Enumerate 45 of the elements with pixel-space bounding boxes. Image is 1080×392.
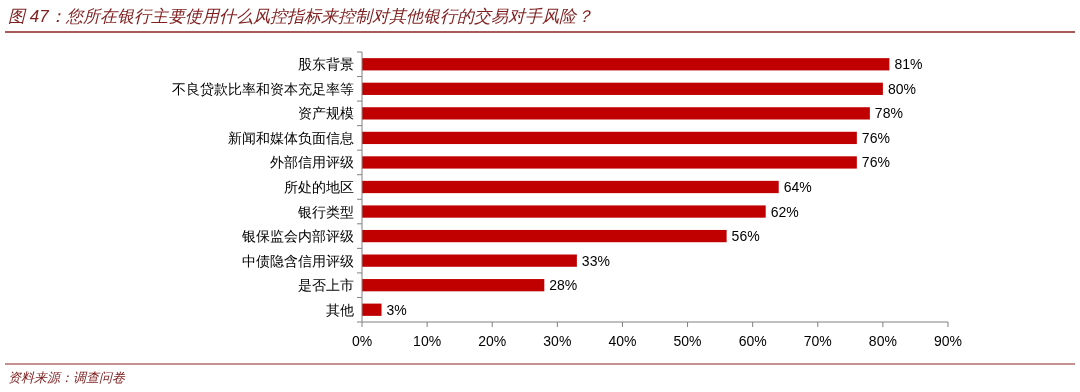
data-label: 64% xyxy=(783,179,812,195)
x-tick-label: 0% xyxy=(351,333,373,349)
y-tick-label: 不良贷款比率和资本充足率等 xyxy=(172,80,354,97)
y-tick-label: 银保监会内部评级 xyxy=(241,228,354,245)
data-label: 76% xyxy=(861,129,890,146)
x-tick-label: 30% xyxy=(543,333,572,349)
x-tick-label: 10% xyxy=(413,333,442,349)
x-tick-label: 80% xyxy=(868,333,897,349)
x-tick-label: 40% xyxy=(608,333,637,349)
y-tick-label: 资产规模 xyxy=(298,105,354,122)
x-tick-label: 60% xyxy=(738,333,767,349)
text: 资料来源：调查问卷 xyxy=(8,370,126,385)
data-label: 62% xyxy=(770,203,799,220)
data-label: 56% xyxy=(731,228,760,245)
data-label: 28% xyxy=(549,277,578,294)
y-tick-label: 银行类型 xyxy=(297,203,354,220)
x-tick-label: 20% xyxy=(478,333,507,349)
bar xyxy=(362,205,766,218)
y-tick-label: 股东背景 xyxy=(298,56,354,73)
y-tick-label: 外部信用评级 xyxy=(270,154,354,171)
x-tick-label: 70% xyxy=(803,333,832,349)
bar xyxy=(362,107,870,120)
data-label: 80% xyxy=(887,80,916,97)
bar xyxy=(362,229,727,243)
data-label: 81% xyxy=(894,56,923,73)
bar xyxy=(362,254,577,267)
bar xyxy=(362,180,779,194)
bar xyxy=(362,82,883,95)
y-tick-label: 中债隐含信用评级 xyxy=(242,252,354,269)
data-label: 76% xyxy=(861,154,890,171)
bar xyxy=(362,303,382,316)
x-tick-label: 50% xyxy=(673,333,702,349)
y-tick-label: 新闻和媒体负面信息 xyxy=(228,129,354,146)
bar xyxy=(362,279,545,292)
data-label: 3% xyxy=(386,301,407,318)
y-tick-label: 所处的地区 xyxy=(284,179,354,195)
y-tick-label: 是否上市 xyxy=(298,277,354,294)
bar xyxy=(362,156,857,169)
data-label: 78% xyxy=(874,105,903,122)
bar xyxy=(362,58,890,71)
x-tick-label: 90% xyxy=(933,333,963,349)
bar xyxy=(362,131,857,145)
y-tick-label: 其他 xyxy=(326,301,354,318)
chart-title: 图 47：您所在银行主要使用什么风控指标来控制对其他银行的交易对手风险？ xyxy=(8,7,593,26)
data-label: 33% xyxy=(581,252,610,269)
